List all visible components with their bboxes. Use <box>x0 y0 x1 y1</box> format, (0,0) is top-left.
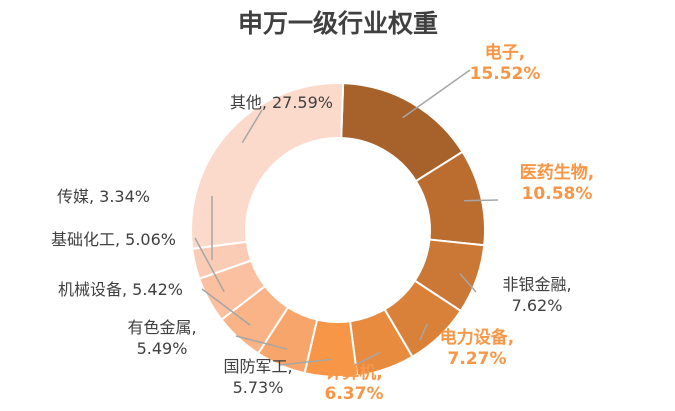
slice-其他 <box>190 82 345 250</box>
label-电力设备: 电力设备, 7.27% <box>440 327 514 369</box>
label-计算机: 计算机, 6.37% <box>325 362 384 404</box>
leader-line-电力设备 <box>419 323 428 341</box>
leader-line-有色金属 <box>235 335 288 350</box>
label-传媒: 传媒, 3.34% <box>57 187 150 206</box>
label-电子: 电子, 15.52% <box>470 42 541 84</box>
label-医药生物: 医药生物, 10.58% <box>520 162 594 204</box>
leader-line-国防军工 <box>279 358 332 366</box>
label-非银金融: 非银金融, 7.62% <box>502 275 571 315</box>
leader-line-医药生物 <box>464 199 499 202</box>
leader-lines <box>194 69 499 366</box>
label-有色金属: 有色金属, 5.49% <box>127 318 196 358</box>
leader-line-电子 <box>402 69 471 119</box>
label-机械设备: 机械设备, 5.42% <box>58 280 183 299</box>
leader-line-非银金融 <box>459 273 477 293</box>
label-基础化工: 基础化工, 5.06% <box>51 230 176 249</box>
label-国防军工: 国防军工, 5.73% <box>223 357 292 397</box>
leader-line-其他 <box>241 109 263 144</box>
label-其他: 其他, 27.59% <box>230 93 333 112</box>
chart-title: 申万一级行业权重 <box>238 9 438 38</box>
leader-line-计算机 <box>354 351 381 366</box>
leader-line-基础化工 <box>194 237 225 293</box>
leader-line-机械设备 <box>201 288 251 326</box>
slice-labels: 电子, 15.52% 医药生物, 10.58% 非银金融, 7.62% 电力设备, 7.27%… <box>51 42 594 404</box>
